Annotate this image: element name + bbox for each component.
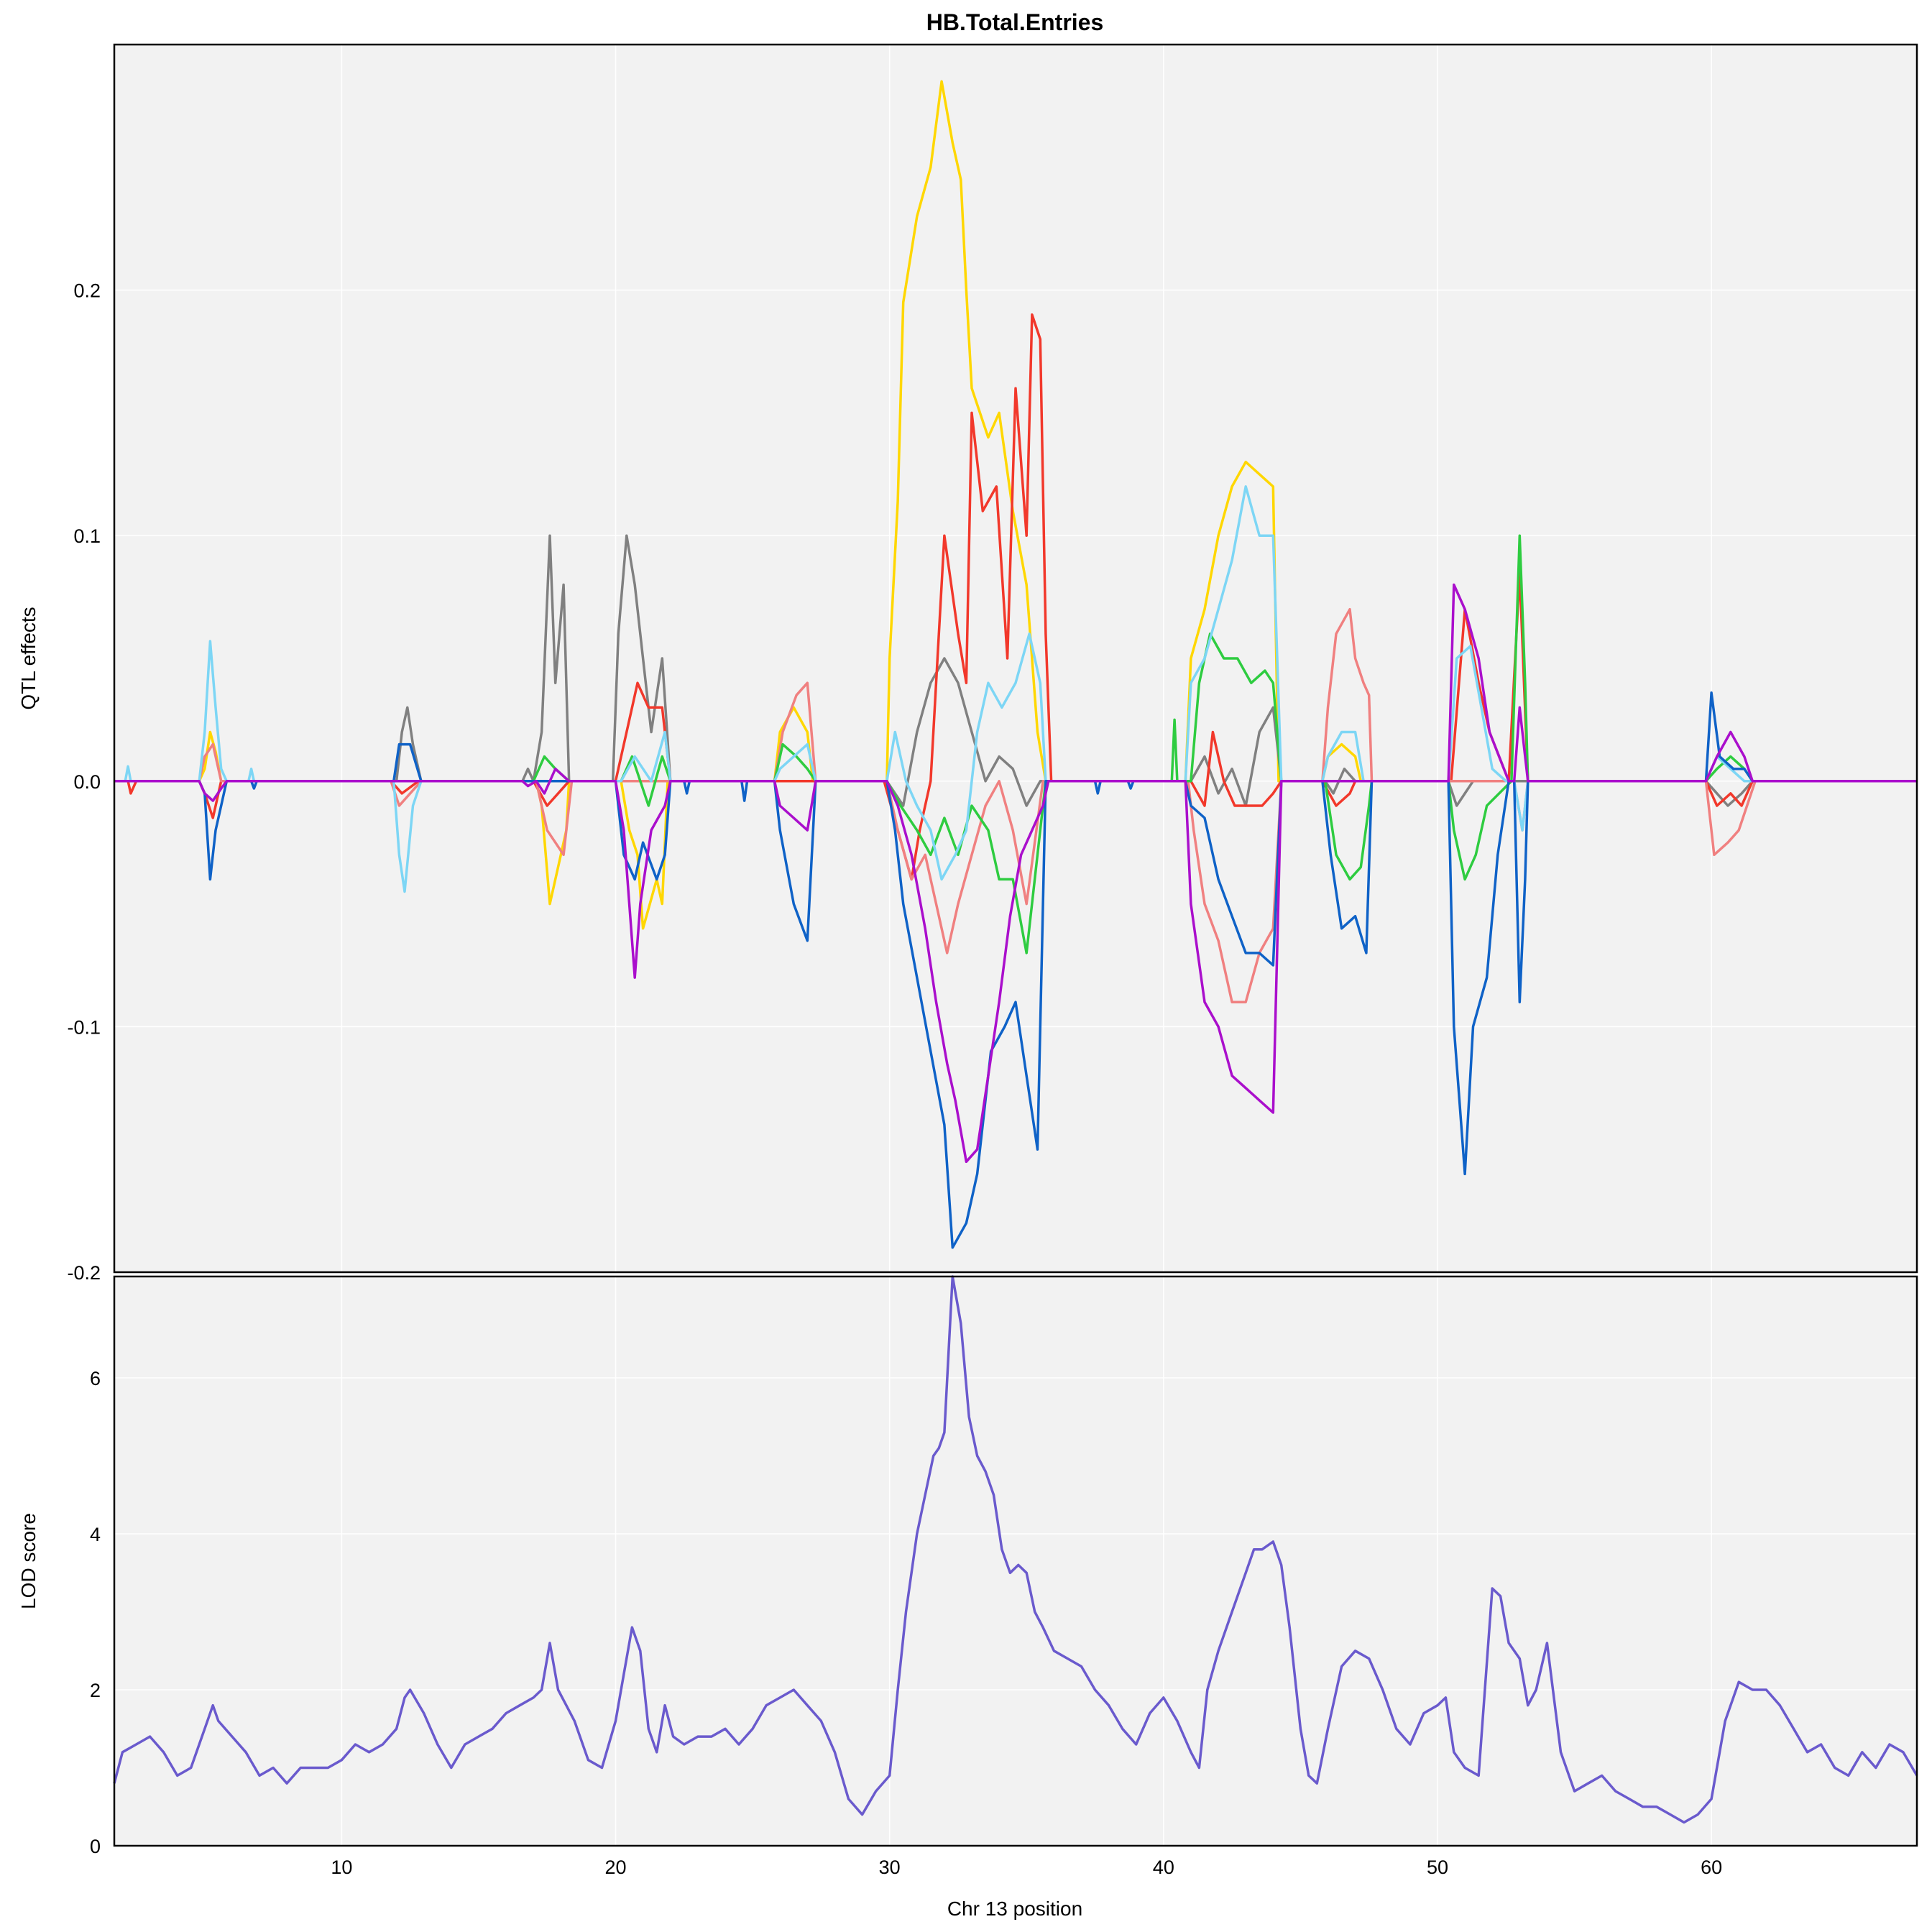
x-tick-label: 30 [879, 1857, 901, 1878]
lod-y-tick-label: 6 [90, 1368, 101, 1389]
effects-panel-frame [113, 43, 1918, 1274]
lod-y-tick-label: 2 [90, 1680, 101, 1701]
effects-y-axis-label: QTL effects [17, 607, 40, 709]
lod-panel-frame [113, 1275, 1918, 1847]
effects-y-tick-label: 0.2 [73, 280, 101, 302]
lod-series-group [113, 1275, 1918, 1824]
x-tick-label: 40 [1153, 1857, 1174, 1878]
chart-title: HB.Total.Entries [926, 9, 1104, 35]
effect-series-line-salmon [198, 607, 1757, 1003]
x-tick-label: 60 [1701, 1857, 1722, 1878]
effects-y-tick-labels: 0.2 0.1 0.0 -0.1 -0.2 [67, 280, 101, 1284]
effects-panel-background [114, 45, 1917, 1272]
effects-y-tick-label: 0.1 [73, 525, 101, 547]
lod-y-tick-label: 0 [90, 1836, 101, 1857]
lod-y-axis-label: LOD score [17, 1513, 40, 1609]
effects-panel: 0.2 0.1 0.0 -0.1 -0.2 QTL effects [17, 43, 1918, 1284]
effects-series-group [114, 80, 1917, 1249]
effects-y-tick-label: 0.0 [73, 771, 101, 793]
x-tick-labels: 10 20 30 40 50 60 [331, 1857, 1722, 1878]
lod-panel-background [114, 1276, 1917, 1846]
effects-y-tick-label: -0.1 [67, 1016, 101, 1038]
x-tick-label: 20 [604, 1857, 626, 1878]
lod-y-tick-labels: 6 4 2 0 [90, 1368, 101, 1857]
effect-series-line-blue [198, 691, 1754, 1249]
x-tick-label: 50 [1427, 1857, 1448, 1878]
x-axis-label: Chr 13 position [947, 1898, 1082, 1920]
lod-score-line [113, 1275, 1918, 1824]
x-tick-label: 10 [331, 1857, 352, 1878]
effects-y-tick-label: -0.2 [67, 1262, 101, 1284]
effect-series-line-purple [114, 583, 1917, 1164]
lod-y-tick-label: 4 [90, 1524, 101, 1545]
